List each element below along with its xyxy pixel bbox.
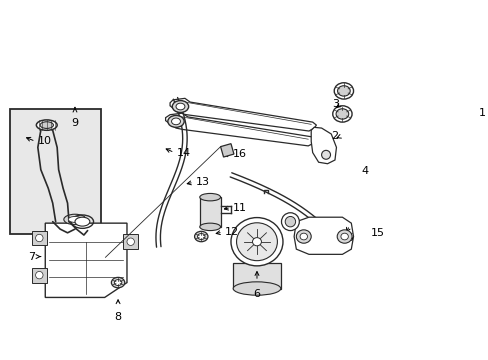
Ellipse shape: [200, 223, 220, 230]
Ellipse shape: [36, 234, 43, 242]
Text: 9: 9: [71, 118, 79, 128]
Text: 6: 6: [253, 288, 260, 298]
Ellipse shape: [75, 217, 90, 226]
Ellipse shape: [36, 120, 57, 130]
Polygon shape: [310, 127, 336, 164]
Ellipse shape: [200, 193, 220, 201]
Ellipse shape: [176, 103, 184, 110]
Ellipse shape: [334, 83, 353, 99]
Ellipse shape: [296, 230, 310, 243]
Bar: [32, 230, 47, 246]
Text: 3: 3: [331, 99, 338, 109]
Ellipse shape: [68, 216, 81, 222]
Ellipse shape: [194, 231, 207, 242]
Text: 7: 7: [28, 252, 36, 262]
Bar: [200, 197, 220, 227]
Text: 12: 12: [224, 227, 239, 237]
Text: 16: 16: [233, 149, 247, 159]
Text: 4: 4: [361, 166, 367, 176]
Ellipse shape: [233, 282, 280, 295]
Ellipse shape: [337, 230, 351, 243]
Ellipse shape: [337, 86, 349, 96]
Ellipse shape: [340, 233, 347, 240]
Ellipse shape: [64, 214, 86, 225]
Ellipse shape: [335, 109, 348, 119]
Polygon shape: [220, 144, 233, 157]
Ellipse shape: [171, 118, 180, 125]
Ellipse shape: [230, 217, 283, 266]
Ellipse shape: [285, 216, 295, 227]
Ellipse shape: [281, 213, 299, 230]
Text: 8: 8: [114, 312, 122, 322]
Text: 11: 11: [233, 203, 247, 212]
Ellipse shape: [167, 116, 184, 127]
Ellipse shape: [332, 106, 351, 122]
Bar: [233, 262, 280, 288]
Text: 2: 2: [331, 131, 338, 141]
Bar: [123, 234, 138, 249]
Bar: [32, 268, 47, 283]
Ellipse shape: [197, 234, 204, 239]
Ellipse shape: [300, 233, 307, 240]
Ellipse shape: [252, 238, 261, 246]
Bar: [10, 109, 101, 234]
Polygon shape: [170, 98, 316, 131]
Text: 5: 5: [346, 233, 353, 243]
Ellipse shape: [321, 150, 330, 159]
Text: 10: 10: [38, 136, 52, 147]
Ellipse shape: [236, 223, 277, 261]
Polygon shape: [45, 223, 127, 297]
Text: 1: 1: [477, 108, 485, 118]
Ellipse shape: [172, 100, 188, 112]
Text: 15: 15: [370, 228, 384, 238]
Ellipse shape: [36, 271, 43, 279]
Text: 14: 14: [176, 148, 190, 158]
Ellipse shape: [114, 280, 122, 285]
Text: 13: 13: [196, 177, 210, 187]
Ellipse shape: [40, 122, 53, 129]
Polygon shape: [293, 217, 353, 255]
Ellipse shape: [111, 277, 124, 288]
Polygon shape: [165, 113, 316, 146]
Ellipse shape: [127, 238, 134, 246]
